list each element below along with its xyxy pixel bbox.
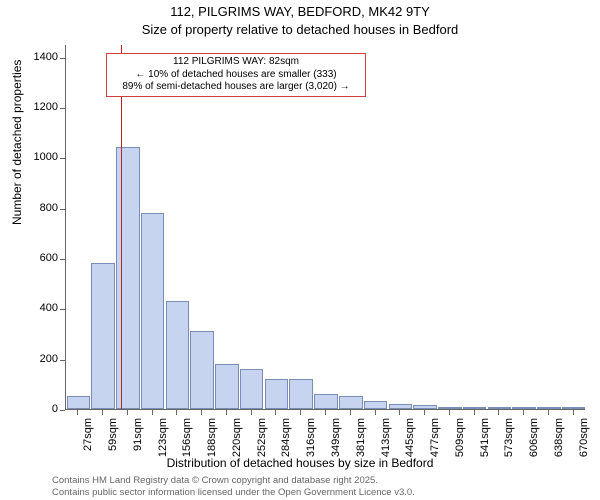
histogram-bar (265, 379, 289, 409)
histogram-bar (537, 407, 561, 409)
ytick (60, 410, 65, 411)
ytick (60, 360, 65, 361)
ytick-label: 600 (23, 252, 58, 264)
histogram-bar (512, 407, 536, 409)
xtick (523, 410, 524, 415)
histogram-bar (240, 369, 264, 409)
footer-line-2: Contains public sector information licen… (52, 487, 415, 498)
xaxis-label: Distribution of detached houses by size … (0, 456, 600, 470)
xtick (102, 410, 103, 415)
ytick (60, 158, 65, 159)
plot-area: 112 PILGRIMS WAY: 82sqm ← 10% of detache… (65, 45, 585, 410)
xtick (474, 410, 475, 415)
ytick-label: 1200 (23, 101, 58, 113)
yaxis-label: Number of detached properties (10, 60, 24, 225)
histogram-bar (488, 407, 512, 409)
xtick (350, 410, 351, 415)
xtick (176, 410, 177, 415)
histogram-bar (463, 407, 487, 409)
ytick (60, 259, 65, 260)
xtick (399, 410, 400, 415)
bars-layer (66, 45, 585, 409)
xtick (127, 410, 128, 415)
annotation-box: 112 PILGRIMS WAY: 82sqm ← 10% of detache… (106, 53, 366, 97)
annotation-line-3: 89% of semi-detached houses are larger (… (113, 81, 359, 94)
chart-title: 112, PILGRIMS WAY, BEDFORD, MK42 9TY (0, 4, 600, 19)
histogram-bar (67, 396, 91, 409)
histogram-bar (190, 331, 214, 409)
histogram-bar (141, 213, 165, 409)
histogram-bar (166, 301, 190, 409)
ytick-label: 1400 (23, 51, 58, 63)
histogram-bar (314, 394, 338, 409)
ytick (60, 309, 65, 310)
ytick (60, 108, 65, 109)
xtick (251, 410, 252, 415)
xtick (226, 410, 227, 415)
xtick (375, 410, 376, 415)
ytick (60, 58, 65, 59)
footer-attribution: Contains HM Land Registry data © Crown c… (52, 475, 415, 498)
xtick (77, 410, 78, 415)
ytick-label: 400 (23, 302, 58, 314)
annotation-line-1: 112 PILGRIMS WAY: 82sqm (113, 56, 359, 69)
xtick (201, 410, 202, 415)
histogram-bar (438, 407, 462, 409)
xtick (152, 410, 153, 415)
xtick (449, 410, 450, 415)
ytick-label: 800 (23, 202, 58, 214)
histogram-bar (364, 401, 388, 409)
histogram-bar (413, 405, 437, 409)
histogram-bar (339, 396, 363, 409)
annotation-line-2: ← 10% of detached houses are smaller (33… (113, 69, 359, 82)
xtick (325, 410, 326, 415)
xtick (424, 410, 425, 415)
histogram-bar (389, 404, 413, 409)
chart-subtitle: Size of property relative to detached ho… (0, 22, 600, 37)
xtick (498, 410, 499, 415)
chart-container: 112, PILGRIMS WAY, BEDFORD, MK42 9TY Siz… (0, 0, 600, 500)
histogram-bar (562, 407, 586, 409)
histogram-bar (91, 263, 115, 409)
ytick (60, 209, 65, 210)
ytick-label: 200 (23, 353, 58, 365)
footer-line-1: Contains HM Land Registry data © Crown c… (52, 475, 415, 486)
histogram-bar (289, 379, 313, 409)
histogram-bar (215, 364, 239, 409)
xtick (573, 410, 574, 415)
ytick-label: 1000 (23, 151, 58, 163)
xtick (275, 410, 276, 415)
xtick (548, 410, 549, 415)
xtick (300, 410, 301, 415)
ytick-label: 0 (23, 403, 58, 415)
property-marker-line (121, 45, 122, 409)
